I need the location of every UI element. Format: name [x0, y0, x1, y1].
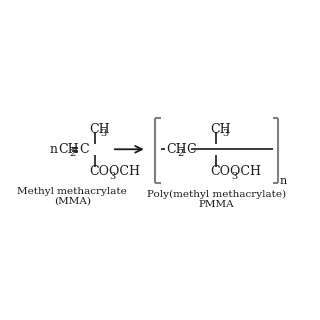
Text: CH: CH	[166, 143, 187, 156]
Text: 3: 3	[231, 172, 237, 181]
Text: 2: 2	[69, 149, 76, 158]
Text: Methyl methacrylate: Methyl methacrylate	[17, 187, 127, 196]
Text: CH: CH	[58, 143, 78, 156]
Text: C: C	[186, 143, 196, 156]
Text: 3: 3	[109, 172, 116, 181]
Text: 3: 3	[100, 129, 107, 138]
Text: CH: CH	[211, 123, 231, 136]
Text: (MMA): (MMA)	[54, 196, 91, 205]
Text: -: -	[180, 143, 184, 156]
Text: n: n	[49, 143, 57, 156]
Text: n: n	[280, 176, 287, 186]
Text: 2: 2	[177, 149, 184, 158]
Text: 3: 3	[222, 129, 228, 138]
Text: CH: CH	[89, 123, 110, 136]
Text: COOCH: COOCH	[89, 165, 140, 179]
Text: C: C	[80, 143, 89, 156]
Text: Poly(methyl methacrylate): Poly(methyl methacrylate)	[147, 190, 286, 199]
Text: PMMA: PMMA	[198, 200, 234, 209]
Text: COOCH: COOCH	[211, 165, 262, 179]
